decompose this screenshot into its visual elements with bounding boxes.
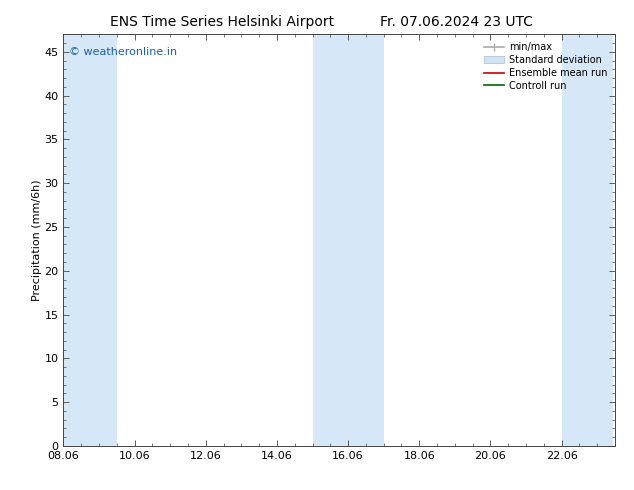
- Text: © weatheronline.in: © weatheronline.in: [69, 47, 177, 57]
- Y-axis label: Precipitation (mm/6h): Precipitation (mm/6h): [32, 179, 42, 301]
- Text: ENS Time Series Helsinki Airport: ENS Time Series Helsinki Airport: [110, 15, 334, 29]
- Legend: min/max, Standard deviation, Ensemble mean run, Controll run: min/max, Standard deviation, Ensemble me…: [481, 39, 610, 94]
- Bar: [313, 34, 384, 446]
- Text: Fr. 07.06.2024 23 UTC: Fr. 07.06.2024 23 UTC: [380, 15, 533, 29]
- Bar: [562, 34, 613, 446]
- Bar: [63, 34, 117, 446]
